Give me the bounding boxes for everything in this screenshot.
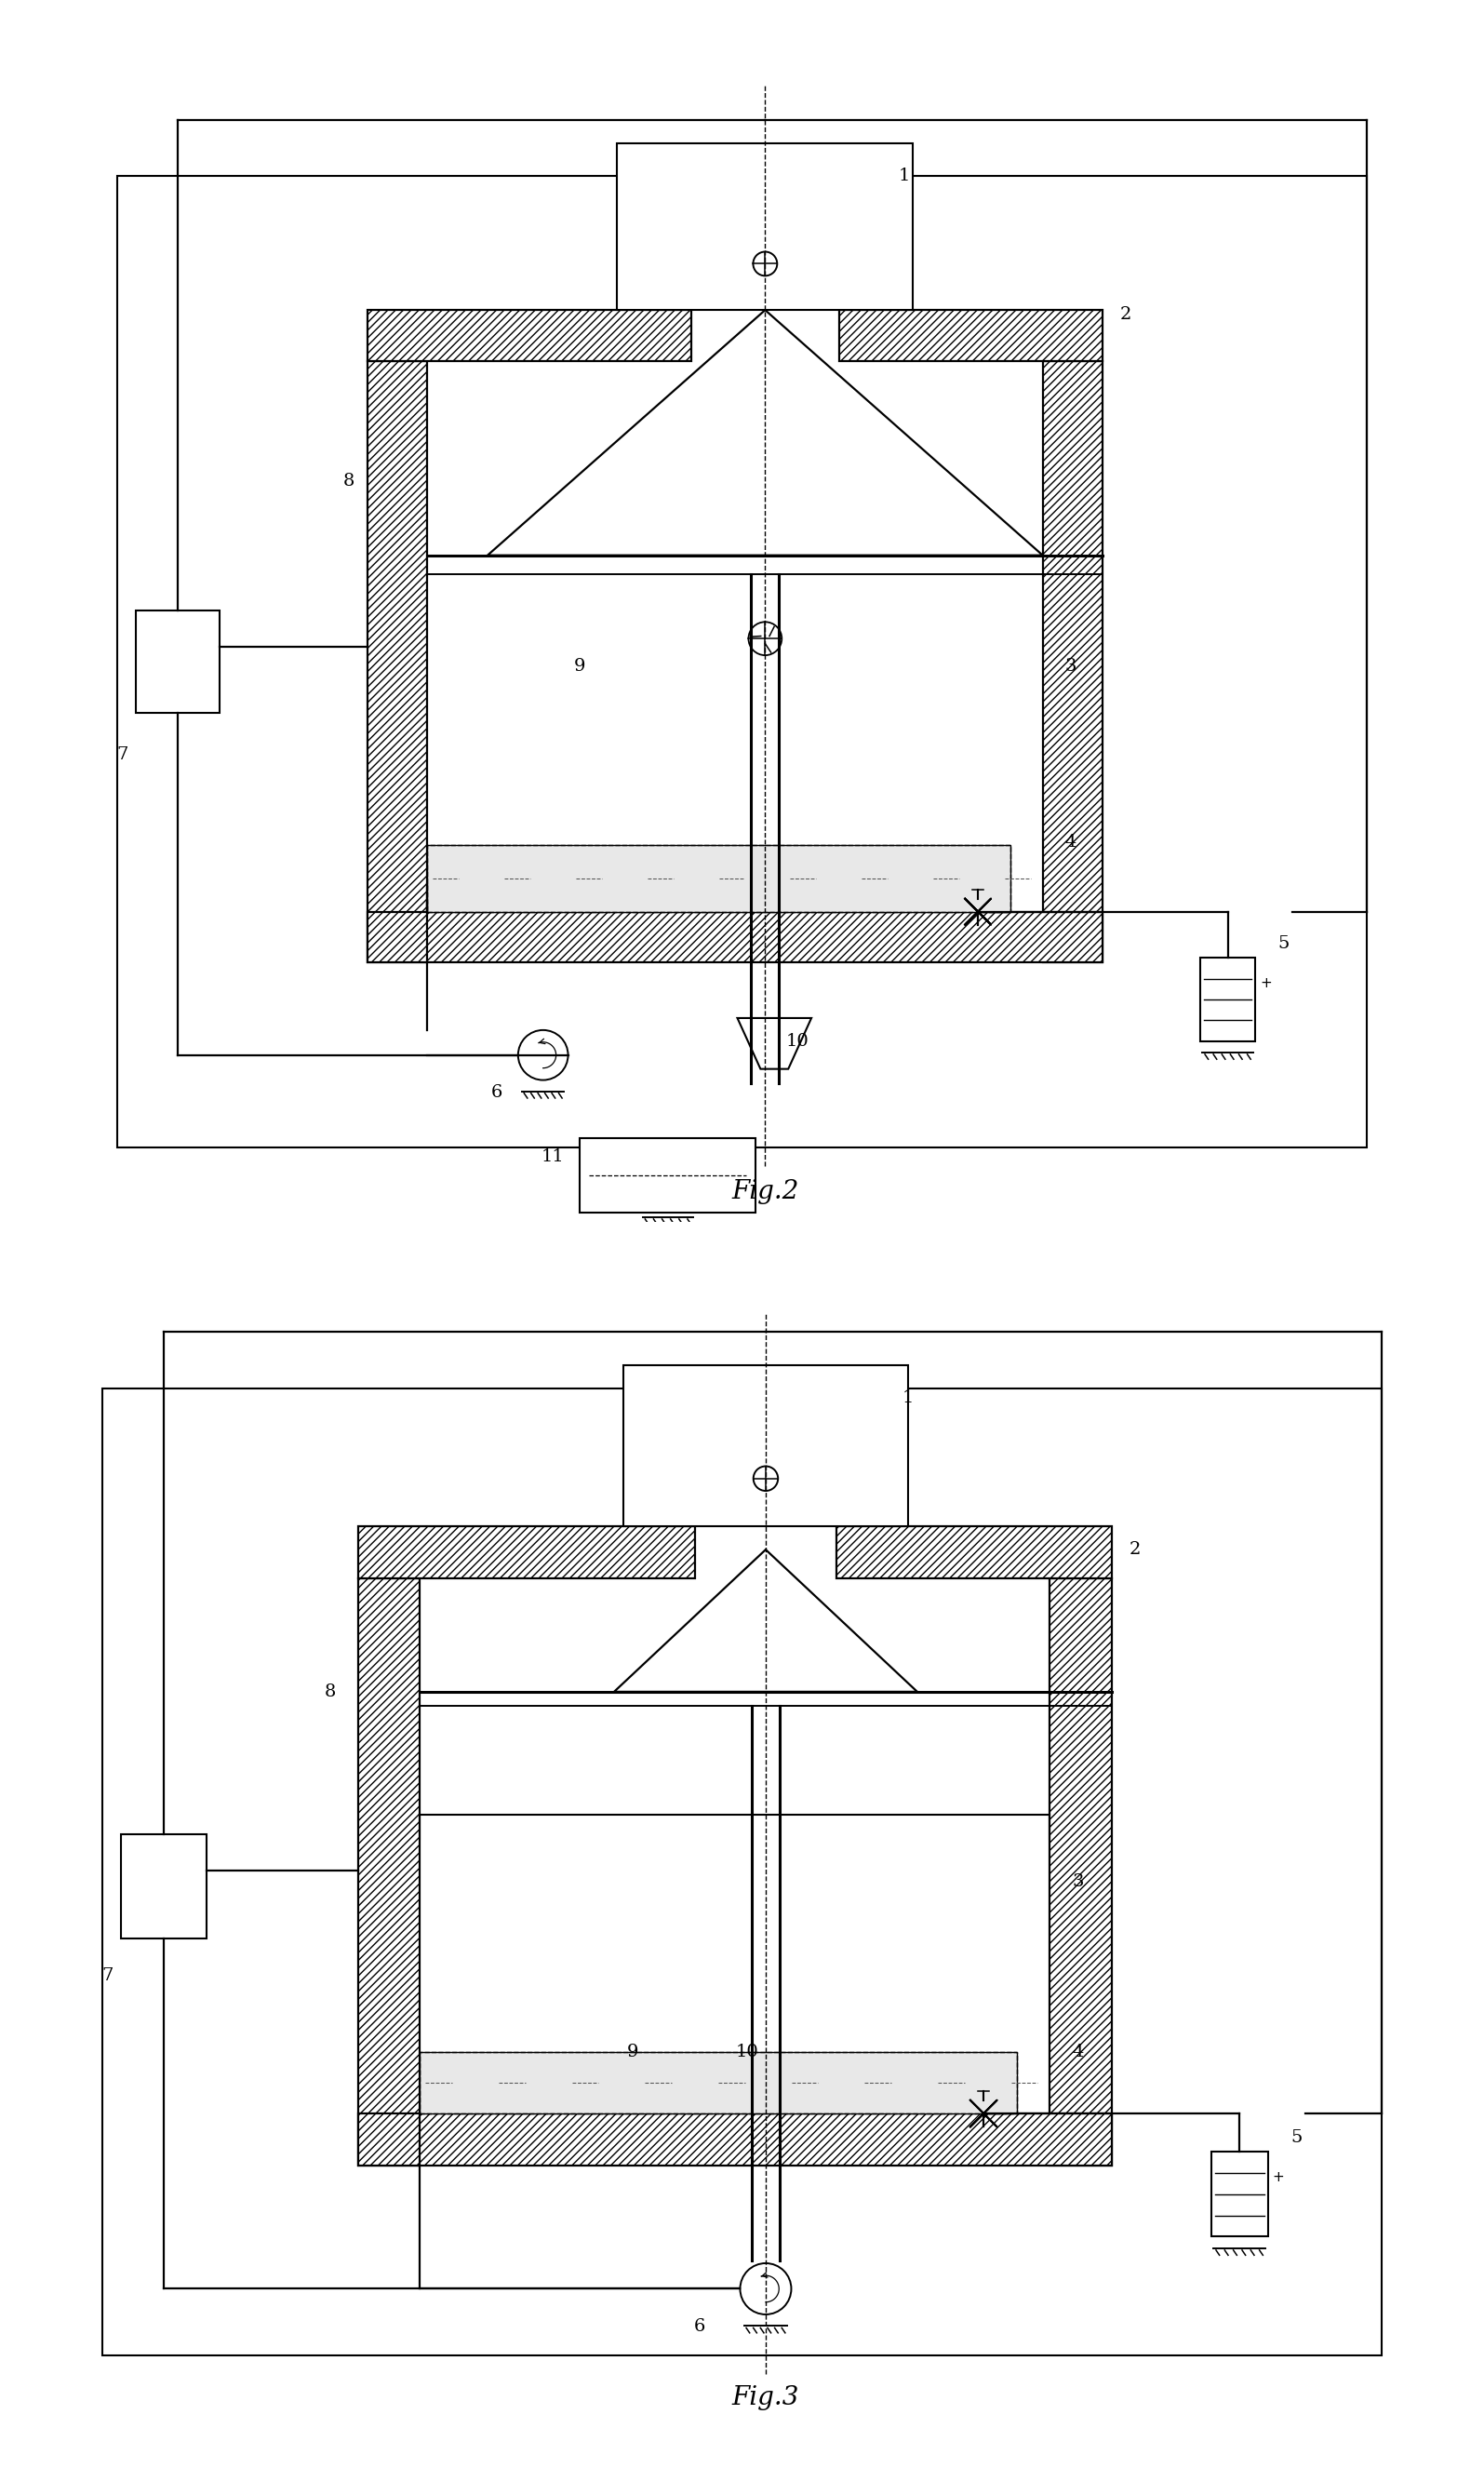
Bar	[1201, 958, 1255, 1041]
Text: 10: 10	[787, 1032, 809, 1049]
Polygon shape	[367, 311, 692, 360]
Text: 4: 4	[1073, 2044, 1085, 2061]
Text: 11: 11	[540, 1148, 564, 1165]
Polygon shape	[837, 1525, 1112, 1577]
Circle shape	[518, 1029, 568, 1081]
Bar	[1211, 2152, 1267, 2236]
Bar	[122, 1834, 206, 1937]
Bar	[427, 844, 1011, 911]
Text: 6: 6	[693, 2317, 705, 2335]
Polygon shape	[367, 911, 1103, 963]
Polygon shape	[838, 311, 1103, 360]
Text: 2: 2	[1120, 306, 1132, 323]
Text: 1: 1	[902, 1389, 914, 1407]
Bar	[420, 2051, 1017, 2113]
Text: +: +	[1260, 975, 1272, 990]
Bar	[420, 2051, 1017, 2113]
Text: 4: 4	[1064, 834, 1076, 851]
Text: 9: 9	[574, 659, 586, 674]
Bar	[102, 1389, 1382, 2354]
Text: 7: 7	[101, 1967, 113, 1984]
Text: 10: 10	[735, 2044, 758, 2061]
Circle shape	[741, 2263, 791, 2315]
Bar	[623, 1365, 908, 1525]
Text: Fig.2: Fig.2	[732, 1180, 798, 1204]
Bar	[617, 143, 913, 311]
Text: 1: 1	[898, 168, 910, 185]
Text: Fig.3: Fig.3	[732, 2384, 800, 2411]
Text: 9: 9	[628, 2044, 638, 2061]
Text: 3: 3	[1073, 1873, 1085, 1890]
Polygon shape	[358, 1525, 695, 1577]
Bar	[117, 175, 1367, 1148]
Text: 8: 8	[343, 474, 355, 489]
Text: +: +	[1273, 2169, 1285, 2184]
Text: 7: 7	[116, 745, 128, 763]
Text: 5: 5	[1291, 2130, 1301, 2145]
Polygon shape	[1043, 360, 1103, 963]
Bar	[137, 612, 220, 713]
Text: 6: 6	[491, 1083, 503, 1101]
Polygon shape	[367, 360, 427, 963]
Polygon shape	[1051, 1577, 1112, 2164]
Text: 5: 5	[1278, 935, 1290, 953]
Polygon shape	[358, 1577, 420, 2164]
Text: 2: 2	[1129, 1540, 1141, 1557]
Text: 3: 3	[1064, 659, 1076, 674]
Text: 8: 8	[324, 1683, 335, 1700]
Polygon shape	[358, 2113, 1112, 2164]
Bar	[580, 1138, 755, 1212]
Polygon shape	[738, 1017, 812, 1069]
Polygon shape	[614, 1550, 917, 1691]
Bar	[427, 844, 1011, 911]
Polygon shape	[488, 311, 1043, 555]
